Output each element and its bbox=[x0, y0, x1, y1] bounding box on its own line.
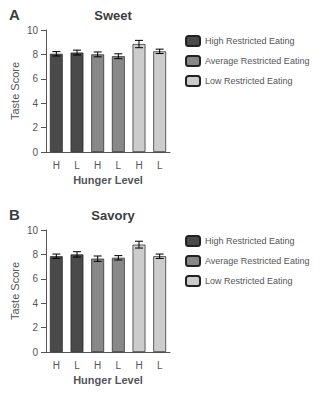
svg-text:Average Restricted Eating: Average Restricted Eating bbox=[205, 56, 309, 66]
svg-text:High Restricted Eating: High Restricted Eating bbox=[205, 236, 295, 246]
svg-text:Low Restricted Eating: Low Restricted Eating bbox=[205, 276, 293, 286]
svg-text:0: 0 bbox=[32, 147, 38, 158]
svg-text:L: L bbox=[116, 360, 122, 371]
svg-text:High Restricted Eating: High Restricted Eating bbox=[205, 36, 295, 46]
svg-text:H: H bbox=[94, 360, 101, 371]
svg-text:L: L bbox=[74, 160, 80, 171]
svg-text:Low Restricted Eating: Low Restricted Eating bbox=[205, 76, 293, 86]
svg-text:Taste Score: Taste Score bbox=[9, 262, 21, 320]
svg-text:Savory: Savory bbox=[91, 208, 135, 223]
svg-text:Hunger Level: Hunger Level bbox=[73, 374, 143, 386]
svg-text:L: L bbox=[157, 360, 163, 371]
svg-text:L: L bbox=[116, 160, 122, 171]
svg-text:0: 0 bbox=[32, 347, 38, 358]
svg-text:B: B bbox=[9, 206, 20, 223]
svg-text:10: 10 bbox=[27, 225, 39, 236]
svg-text:Sweet: Sweet bbox=[94, 8, 132, 23]
svg-text:2: 2 bbox=[32, 122, 38, 133]
svg-text:H: H bbox=[53, 360, 60, 371]
svg-text:H: H bbox=[135, 360, 142, 371]
svg-text:Hunger Level: Hunger Level bbox=[73, 174, 143, 186]
svg-text:H: H bbox=[53, 160, 60, 171]
svg-text:Average Restricted Eating: Average Restricted Eating bbox=[205, 256, 309, 266]
svg-text:8: 8 bbox=[32, 49, 38, 60]
svg-text:H: H bbox=[94, 160, 101, 171]
svg-text:6: 6 bbox=[32, 73, 38, 84]
svg-text:2: 2 bbox=[32, 322, 38, 333]
svg-text:8: 8 bbox=[32, 249, 38, 260]
svg-text:4: 4 bbox=[32, 298, 38, 309]
svg-text:L: L bbox=[157, 160, 163, 171]
svg-text:4: 4 bbox=[32, 98, 38, 109]
svg-text:L: L bbox=[74, 360, 80, 371]
svg-text:Taste Score: Taste Score bbox=[9, 62, 21, 120]
svg-text:10: 10 bbox=[27, 25, 39, 36]
svg-text:A: A bbox=[9, 6, 20, 23]
svg-text:6: 6 bbox=[32, 273, 38, 284]
svg-text:H: H bbox=[135, 160, 142, 171]
